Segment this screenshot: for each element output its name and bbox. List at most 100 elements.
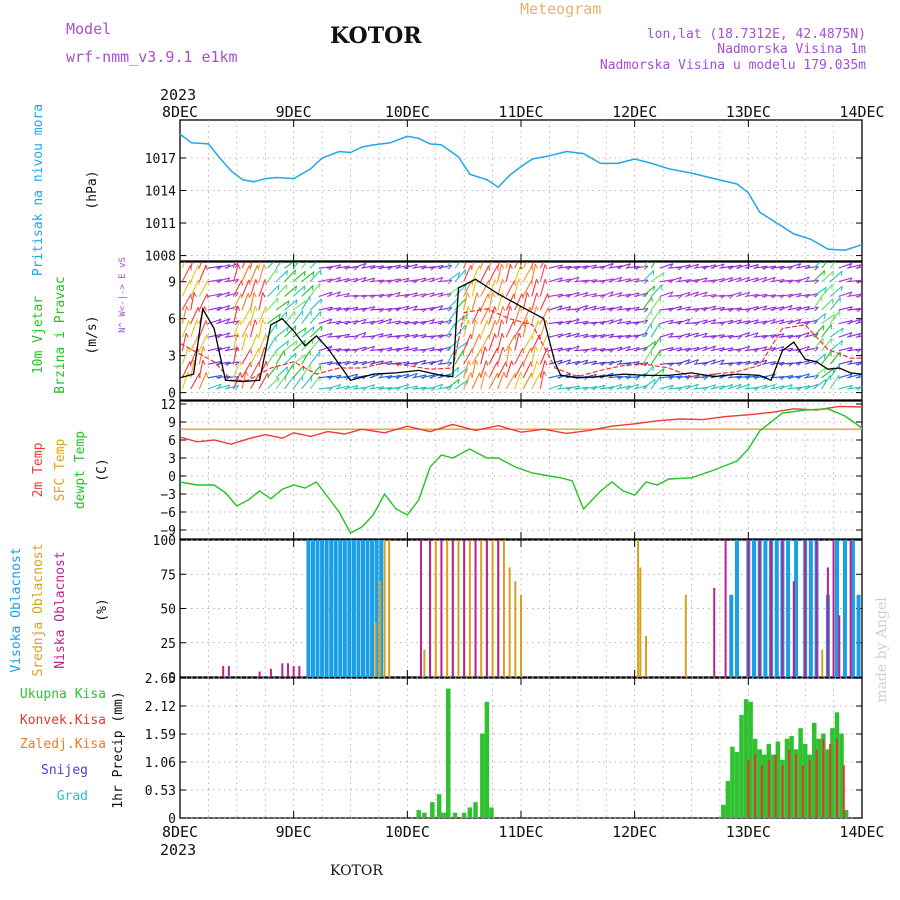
cloud-bar [502,540,505,677]
wind-barb [335,292,350,298]
wind-barb-tick [236,332,240,338]
wind-barb [344,306,359,311]
wind-barb [318,291,333,298]
wind-barb [787,375,802,379]
wind-barb [633,384,648,390]
wind-barb [514,371,522,390]
wind-barb [608,383,622,390]
wind-barb [241,262,246,269]
wind-barb [497,333,503,351]
wind-barb [207,293,222,298]
wind-barb [267,268,278,283]
wind-barb [659,346,674,352]
wind-barb [778,293,793,298]
wind-barb [761,265,776,269]
wind-barb [642,296,653,311]
wind-barb [318,306,333,311]
altitude: Nadmorska Visina 1m [717,42,866,57]
wind-barb [625,346,640,352]
wind-barb [668,347,682,352]
precip-bar [747,759,750,818]
wind-barb [454,284,467,297]
cloud-bar [794,540,799,677]
wind-barb [198,264,207,282]
station-title: KOTOR [330,23,422,49]
precip-bar [739,714,744,818]
wind-barb [676,359,691,365]
wind-barb [249,333,258,351]
cloud-bar [834,540,839,677]
wind-barb [514,333,520,351]
wind-barb [190,292,195,311]
wind-barb [668,305,682,311]
wind-barb [761,318,776,325]
wind-barb [633,319,648,325]
wind-barb [275,366,288,379]
cloud-bar [508,567,511,677]
wind-barb [531,262,534,269]
wind-barb [216,384,230,390]
wind-barb [591,320,606,325]
wind-barb-tick [234,292,239,297]
wind-barb [693,346,708,352]
wind-barb [804,306,819,311]
wind-barb [480,307,490,324]
wind-barb [812,324,825,338]
wind-barb [795,373,810,379]
wind-barb [829,340,843,352]
wind-barb-tick [448,385,453,391]
wind-barb [565,318,580,325]
wind-barb [582,321,597,325]
wind-barb [514,321,525,338]
cloud-bar [474,540,477,677]
wind-barb [821,324,832,338]
wind-barb-tick [814,266,819,271]
cloud-bar [351,540,356,677]
wind-barb [463,360,470,378]
wind-barb [284,340,298,352]
wind-barb [557,293,572,298]
cloud-bar [724,540,727,677]
cloud-bar [770,540,773,677]
wind-barb [224,385,239,390]
wind-barb [463,348,473,365]
wind-barb [616,385,631,390]
wind-barb [821,367,835,379]
wind-barb [241,371,247,390]
wind-barb-tick [264,279,268,285]
cloud-bar [804,540,807,677]
wind-barb-tick [644,279,649,284]
wind-barb [224,305,239,311]
date-label-top: 10DEC [385,103,430,121]
wind-barb [309,338,321,352]
ytick-label: 6 [168,313,176,328]
wind-barb-tick [644,332,648,338]
wind-barb-tick [737,335,743,340]
wind-barb [812,313,826,325]
wind-barb-tick [204,306,207,312]
wind-barb-tick [536,292,540,298]
wind-barb [710,334,725,338]
wind-barb-tick [644,308,649,313]
wind-barb [659,362,674,365]
date-label-top: 9DEC [276,103,312,121]
wind-barb-tick [501,319,505,325]
wind-barb-tick [806,276,810,282]
wind-barb [480,293,489,311]
wind-barb [190,372,201,390]
wind-barb [505,360,513,378]
wind-barb [574,279,589,283]
wind-barb-tick [831,298,834,304]
wind-barb [821,350,832,365]
wind-barb [727,319,742,325]
wind-barb-tick [544,264,548,270]
wind-barb-tick [529,306,532,312]
wind-barb [480,280,490,297]
wind-barb-tick [354,335,359,340]
wind-barb [352,346,367,352]
wind-barb [847,373,861,379]
wind-barb-tick [185,332,189,338]
wind-barb [232,320,241,338]
wind-barb-tick [644,265,649,270]
wind-barb [258,279,266,297]
